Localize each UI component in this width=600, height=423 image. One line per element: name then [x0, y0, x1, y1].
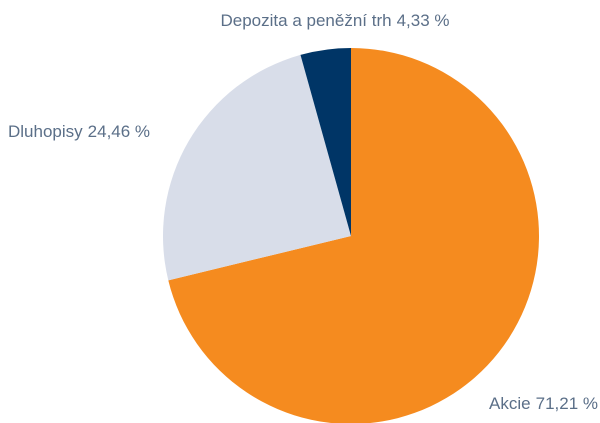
pie-slice — [300, 48, 351, 236]
slice-label: Depozita a peněžní trh 4,33 % — [221, 11, 450, 30]
value-label: 4,33 % — [397, 11, 450, 30]
category-name: Akcie — [489, 394, 531, 413]
category-name: Depozita a peněžní trh — [221, 11, 392, 30]
pie-slice — [168, 48, 539, 423]
slice-label: Akcie 71,21 % — [489, 394, 598, 413]
pie-slice — [162, 54, 351, 281]
category-name: Dluhopisy — [8, 122, 83, 141]
value-label: 24,46 % — [88, 122, 150, 141]
value-label: 71,21 % — [536, 394, 598, 413]
slice-label: Dluhopisy 24,46 % — [8, 122, 150, 141]
